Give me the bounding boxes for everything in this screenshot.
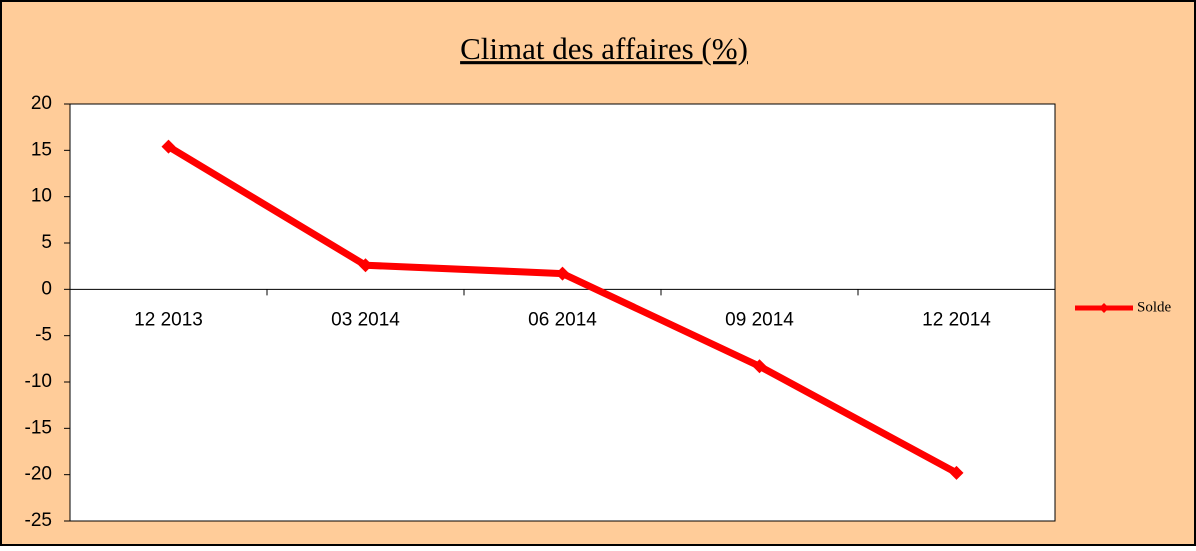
x-tick-label: 12 2013 — [134, 309, 203, 330]
y-tick-label: -20 — [25, 464, 52, 485]
data-point — [555, 266, 570, 281]
y-tick-label: 0 — [41, 278, 52, 299]
y-tick-label: 20 — [31, 93, 52, 114]
y-tick-label: 5 — [41, 232, 52, 253]
y-tick-label: -10 — [25, 371, 52, 392]
data-point — [161, 139, 176, 154]
plot-area — [69, 103, 1056, 522]
y-tick-label: -5 — [35, 325, 52, 346]
y-tick-label: -15 — [25, 417, 52, 438]
y-tick-label: 15 — [31, 139, 52, 160]
chart-title: Climat des affaires (%) — [460, 31, 748, 66]
data-point — [358, 258, 373, 273]
data-point — [949, 465, 964, 480]
legend-label: Solde — [1137, 299, 1172, 315]
x-tick-label: 06 2014 — [528, 309, 597, 330]
data-point — [752, 359, 767, 374]
x-tick-label: 09 2014 — [725, 309, 794, 330]
x-tick-label: 03 2014 — [331, 309, 400, 330]
y-tick-label: -25 — [25, 510, 52, 531]
x-tick-label: 12 2014 — [922, 309, 991, 330]
y-tick-label: 10 — [31, 186, 52, 207]
legend-marker — [1099, 303, 1109, 313]
